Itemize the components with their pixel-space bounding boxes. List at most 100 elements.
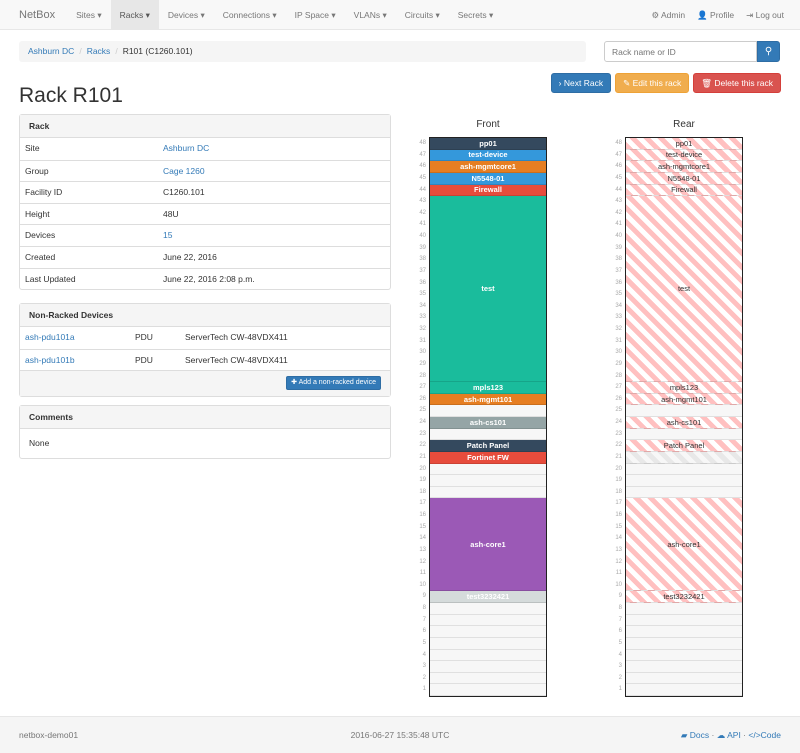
rack-device[interactable]: mpls123	[626, 382, 742, 394]
unit-number: 10	[615, 581, 622, 588]
rack-unit[interactable]	[626, 464, 742, 476]
device-label: ash-mgmtcore1	[460, 162, 516, 172]
add-label: Add a non-racked device	[298, 379, 376, 387]
rack-device[interactable]: test-device	[430, 149, 546, 162]
rack-device[interactable]: test	[626, 196, 742, 383]
search-input[interactable]	[604, 41, 757, 62]
rack-unit[interactable]	[430, 475, 546, 487]
attr-value[interactable]: 15	[163, 230, 173, 241]
code-link[interactable]: </>Code	[748, 730, 781, 740]
nav-circuits[interactable]: Circuits ▾	[396, 0, 449, 30]
device-link[interactable]: ash-pdu101a	[25, 332, 75, 342]
nav-sites[interactable]: Sites ▾	[67, 0, 111, 30]
breadcrumb-current: R101 (C1260.101)	[122, 46, 193, 56]
rack-unit[interactable]	[430, 429, 546, 441]
api-link[interactable]: ☁ API	[717, 730, 741, 740]
rack-unit[interactable]	[626, 673, 742, 685]
rack-unit[interactable]	[430, 464, 546, 476]
device-link[interactable]: ash-pdu101b	[25, 354, 75, 365]
nav-vlans[interactable]: VLANs ▾	[345, 0, 396, 30]
unit-number: 21	[419, 453, 426, 460]
rack-unit[interactable]	[626, 615, 742, 627]
profile-label: Profile	[710, 9, 735, 20]
unit-number: 19	[419, 477, 426, 484]
rack-device[interactable]: ash-mgmt101	[430, 393, 546, 406]
rack-unit[interactable]	[430, 650, 546, 662]
brand-logo[interactable]: NetBox	[19, 8, 56, 21]
rack-device[interactable]: Patch Panel	[626, 440, 742, 452]
docs-link[interactable]: ▰ Docs	[681, 730, 709, 740]
rack-device[interactable]: test3232421	[430, 591, 546, 603]
rack-unit[interactable]	[430, 615, 546, 627]
rack-device[interactable]	[626, 451, 742, 464]
rack-device[interactable]: ash-core1	[430, 498, 546, 592]
rack-device[interactable]: Fortinet FW	[430, 451, 546, 464]
search-button[interactable]: ⚲	[757, 41, 780, 62]
logout-link[interactable]: ⇥ Log out	[746, 9, 784, 20]
caret-down-icon: ▾	[329, 9, 336, 20]
rack-device[interactable]: N5548-01	[626, 172, 742, 185]
rack-device[interactable]: Patch Panel	[430, 440, 546, 452]
profile-link[interactable]: 👤 Profile	[697, 9, 735, 20]
rack-device[interactable]: ash-mgmt101	[626, 393, 742, 406]
unit-number: 47	[419, 151, 426, 158]
rack-unit[interactable]	[626, 638, 742, 650]
rack-unit[interactable]	[626, 487, 742, 499]
rack-device[interactable]: Firewall	[626, 184, 742, 197]
rack-unit[interactable]	[626, 661, 742, 673]
next-rack-button[interactable]: › Next Rack	[550, 73, 612, 93]
rack-device[interactable]: ash-cs101	[626, 417, 742, 429]
attr-value[interactable]: Cage 1260	[163, 165, 205, 176]
device-label: Patch Panel	[466, 441, 510, 451]
admin-link[interactable]: ⚙ Admin	[651, 9, 686, 20]
api-label: API	[727, 729, 741, 740]
edit-rack-button[interactable]: ✎ Edit this rack	[615, 73, 690, 93]
attr-value[interactable]: Ashburn DC	[163, 143, 210, 153]
rack-device[interactable]: Firewall	[430, 184, 546, 197]
rack-unit[interactable]	[430, 603, 546, 615]
breadcrumb-racks[interactable]: Racks	[86, 46, 111, 56]
device-label: ash-mgmt101	[463, 394, 513, 404]
rack-device[interactable]: ash-cs101	[430, 417, 546, 429]
rack-attr-row: Devices 15	[20, 224, 390, 246]
breadcrumb-site[interactable]: Ashburn DC	[28, 46, 75, 56]
nav-ip-space[interactable]: IP Space ▾	[286, 0, 345, 30]
rack-unit[interactable]	[626, 626, 742, 638]
caret-down-icon: ▾	[270, 9, 277, 20]
rack-unit[interactable]	[430, 626, 546, 638]
add-non-racked-button[interactable]: ✚ Add a non-racked device	[286, 376, 381, 391]
rack-unit[interactable]	[626, 684, 742, 696]
rack-device[interactable]: test	[430, 196, 546, 383]
rack-unit[interactable]	[430, 405, 546, 417]
rack-device[interactable]: ash-mgmtcore1	[626, 161, 742, 173]
rack-device[interactable]: test3232421	[626, 591, 742, 603]
attr-label: Group	[25, 165, 49, 176]
rack-device[interactable]: ash-mgmtcore1	[430, 161, 546, 173]
nav-secrets[interactable]: Secrets ▾	[449, 0, 502, 30]
rack-unit[interactable]	[626, 405, 742, 417]
rack-unit[interactable]	[430, 673, 546, 685]
rack-device[interactable]: pp01	[430, 138, 546, 150]
rack-unit[interactable]	[626, 650, 742, 662]
rack-unit[interactable]	[430, 661, 546, 673]
rack-device[interactable]: test-device	[626, 149, 742, 162]
rack-device[interactable]: pp01	[626, 138, 742, 150]
rack-unit[interactable]	[430, 638, 546, 650]
trash-icon: 🗑	[701, 78, 713, 88]
rack-unit[interactable]	[626, 429, 742, 441]
rack-device[interactable]: ash-core1	[626, 498, 742, 592]
rack-unit[interactable]	[430, 487, 546, 499]
nav-connections[interactable]: Connections ▾	[214, 0, 286, 30]
unit-number: 14	[615, 535, 622, 542]
rack-unit[interactable]	[430, 684, 546, 696]
rack-device[interactable]: mpls123	[430, 382, 546, 394]
rack-unit[interactable]	[626, 475, 742, 487]
rack-unit[interactable]	[626, 603, 742, 615]
nav-racks[interactable]: Racks ▾	[110, 0, 159, 30]
unit-number: 34	[419, 302, 426, 309]
unit-number: 24	[615, 419, 622, 425]
unit-number: 1	[422, 686, 426, 693]
rack-device[interactable]: N5548-01	[430, 172, 546, 185]
delete-rack-button[interactable]: 🗑 Delete this rack	[693, 73, 781, 93]
nav-devices[interactable]: Devices ▾	[159, 0, 214, 30]
